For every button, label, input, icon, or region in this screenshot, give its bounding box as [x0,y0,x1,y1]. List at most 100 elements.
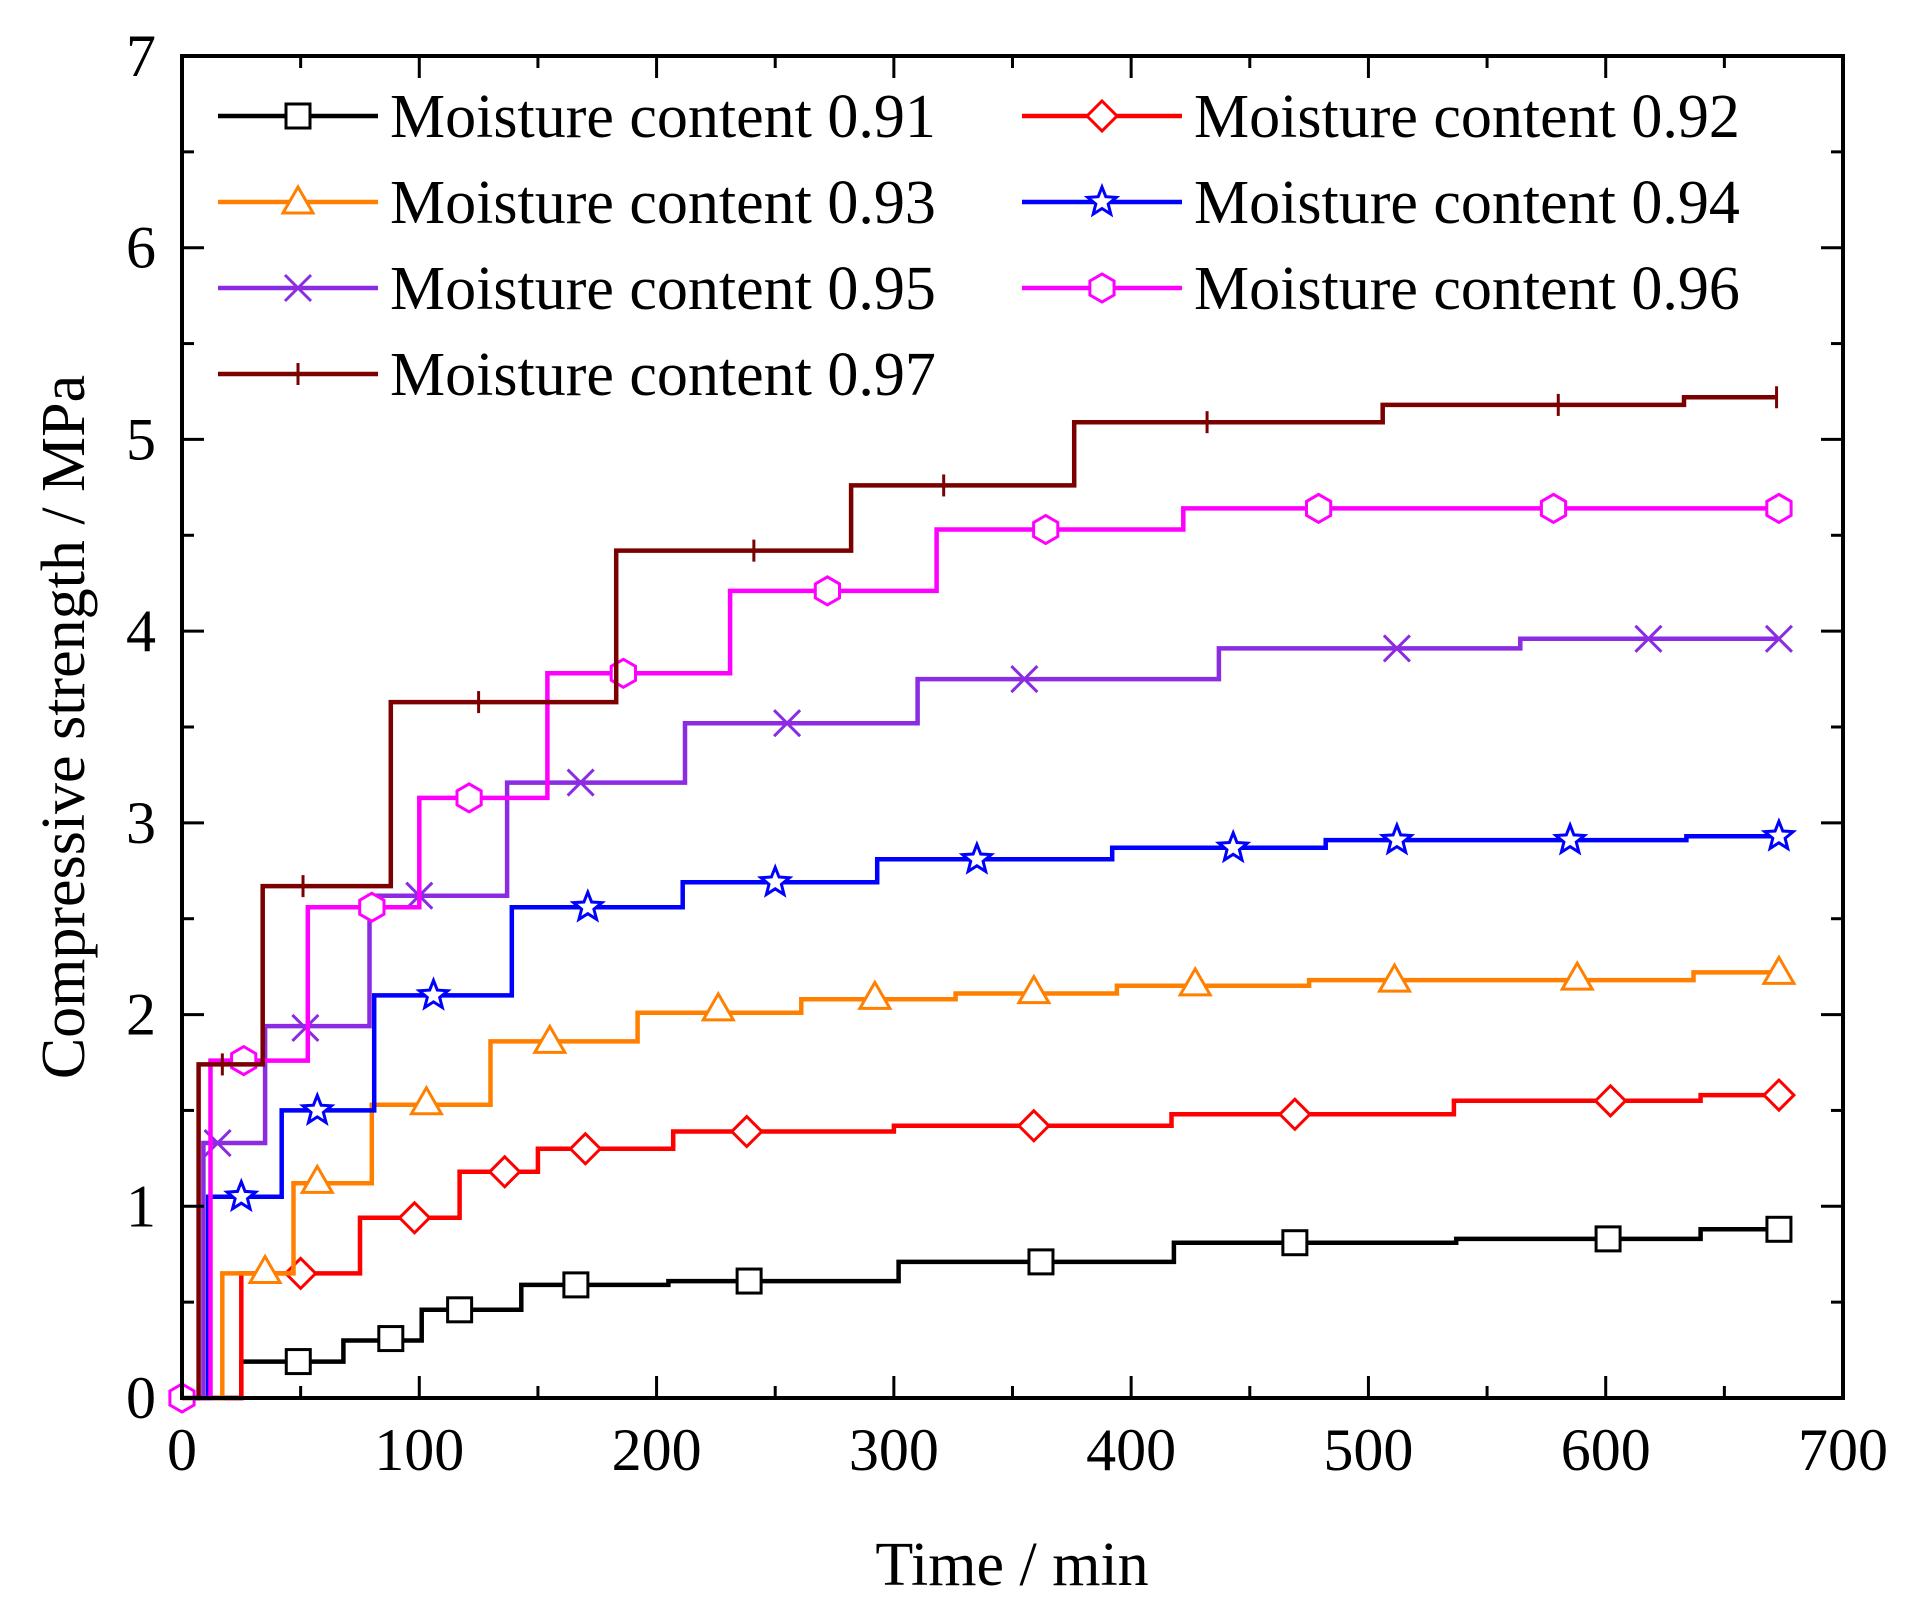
x-tick-label: 400 [1086,1417,1176,1483]
triangle-marker [1376,962,1413,993]
legend-item: Moisture content 0.97 [218,341,936,409]
x-tick-label: 100 [374,1417,464,1483]
star-marker [1551,820,1589,856]
y-tick-label: 6 [126,215,156,281]
star-marker [1378,820,1416,856]
x-marker [283,273,313,303]
x-axis-title: Time / min [875,1531,1148,1599]
x-marker [773,709,802,738]
star-marker [1083,182,1121,218]
hexagon-marker [230,1044,258,1077]
series-line [182,506,1779,1401]
x-marker [1010,665,1039,694]
series-2 [182,954,1797,1401]
x-marker [291,1013,320,1043]
diamond-marker [568,1131,603,1166]
x-marker [1764,624,1793,653]
legend-item: Moisture content 0.95 [218,255,936,323]
triangle-marker [700,990,736,1022]
y-axis-title: Compressive strength / MPa [30,375,98,1079]
diamond-marker [1277,1097,1312,1132]
square-marker [562,1271,590,1299]
triangle-marker [532,1023,568,1054]
series-5 [168,492,1793,1414]
square-marker [735,1267,763,1295]
square-marker [1765,1215,1793,1243]
triangle-marker [857,979,893,1010]
hexagon-marker [455,782,483,814]
legend: Moisture content 0.91 Moisture content 0.… [218,83,1740,409]
y-tick-label: 0 [126,1365,156,1431]
legend-item: Moisture content 0.92 [1022,83,1740,151]
legend-item: Moisture content 0.91 [218,83,936,151]
series-3 [182,817,1798,1401]
triangle-marker [408,1084,445,1116]
y-tick-label: 2 [126,982,156,1048]
triangle-marker [299,1163,335,1194]
legend-label: Moisture content 0.92 [1194,83,1740,151]
square-marker [284,1348,312,1376]
x-tick-label: 700 [1798,1417,1888,1483]
diamond-marker [397,1200,432,1235]
series-line [182,395,1777,1401]
x-tick-label: 300 [849,1417,939,1483]
legend-label: Moisture content 0.94 [1194,169,1740,237]
series-1 [182,1077,1797,1401]
star-marker [1214,828,1252,864]
legend-label: Moisture content 0.91 [390,83,936,151]
x-tick-label: 500 [1323,1417,1413,1483]
y-tick-label: 3 [126,790,156,856]
series-4 [182,624,1793,1401]
y-tick-label: 1 [126,1173,156,1239]
triangle-marker [1559,960,1595,991]
y-tick-label: 5 [126,406,156,472]
series-line [182,636,1779,1401]
diamond-marker [1016,1108,1051,1143]
square-marker [446,1296,474,1324]
y-tick-label: 4 [126,598,156,664]
series-line [182,1227,1779,1401]
star-marker [569,888,606,923]
square-marker [1027,1248,1055,1276]
legend-item: Moisture content 0.94 [1022,169,1740,237]
series-line [182,834,1779,1401]
star-marker [415,976,452,1011]
hexagon-marker [1032,513,1060,546]
legend-label: Moisture content 0.97 [390,341,936,409]
series-0 [182,1215,1793,1401]
triangle-marker [1761,954,1797,985]
square-marker [1281,1229,1309,1257]
tick-layer: 0 100 200 300 400 500 600 700 0 1 2 3 4 5 6 7 [126,23,1888,1483]
star-marker [756,863,794,898]
hexagon-marker [1765,492,1793,525]
legend-item: Moisture content 0.96 [1022,255,1740,323]
series-6 [182,386,1779,1401]
diamond-marker [487,1154,522,1189]
square-marker [1594,1225,1622,1253]
diamond-marker [729,1114,764,1149]
triangle-marker [247,1253,283,1284]
hexagon-marker [813,575,841,607]
star-marker [299,1091,336,1126]
legend-label: Moisture content 0.96 [1194,255,1740,323]
x-marker [1382,634,1411,663]
star-marker [1760,817,1798,852]
star-marker [223,1177,260,1213]
series-layer [168,386,1798,1414]
square-marker [377,1325,405,1353]
diamond-marker [1593,1083,1628,1118]
x-marker [566,768,595,797]
star-marker [958,840,996,875]
triangle-marker [1177,965,1213,997]
legend-label: Moisture content 0.93 [390,169,936,237]
diamond-marker [1084,98,1120,134]
triangle-marker [280,183,316,215]
x-marker [1634,624,1663,653]
x-tick-label: 600 [1561,1417,1651,1483]
y-tick-label: 7 [126,23,156,89]
series-line [182,1092,1779,1401]
hexagon-marker [1539,492,1568,525]
diamond-marker [1761,1077,1797,1113]
hexagon-marker [1305,492,1333,525]
